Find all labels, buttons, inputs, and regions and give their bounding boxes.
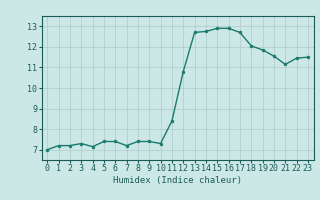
X-axis label: Humidex (Indice chaleur): Humidex (Indice chaleur) (113, 176, 242, 185)
